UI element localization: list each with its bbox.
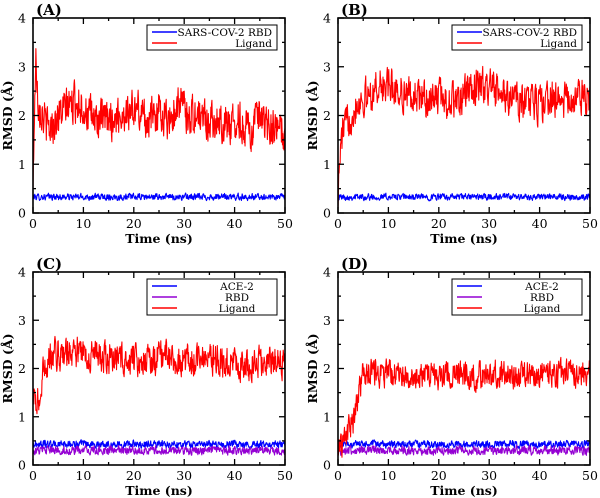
x-tick-label: 30 xyxy=(481,468,497,483)
y-tick-label: 3 xyxy=(18,313,26,328)
x-tick-label: 10 xyxy=(75,216,91,231)
legend-label: ACE-2 xyxy=(524,281,559,293)
y-tick-label: 3 xyxy=(323,313,331,328)
y-axis-title: RMSD (Å) xyxy=(305,81,320,151)
panel-letter: (C) xyxy=(36,255,62,273)
x-tick-label: 0 xyxy=(334,216,342,231)
x-axis-title: Time (ns) xyxy=(125,483,193,498)
x-tick-label: 20 xyxy=(431,216,447,231)
x-tick-label: 40 xyxy=(227,216,243,231)
legend-label: RBD xyxy=(225,292,249,304)
y-tick-label: 4 xyxy=(323,11,331,26)
rmsd-panel-d: 0 10 20 30 40 50 0 1 2 3 4 Time (ns) RMSD (Å) (D) ACE-… xyxy=(305,255,598,498)
x-tick-label: 30 xyxy=(176,216,192,231)
x-tick-label: 0 xyxy=(334,468,342,483)
panel-letter: (B) xyxy=(341,1,368,19)
x-axis-title: Time (ns) xyxy=(430,483,498,498)
series-line-ligand xyxy=(338,65,590,209)
legend-label: SARS-COV-2 RBD xyxy=(178,27,273,39)
y-tick-label: 0 xyxy=(323,458,331,473)
series-line-ace-2 xyxy=(33,439,285,450)
plot-lines xyxy=(338,65,590,209)
series-line-ligand xyxy=(33,48,285,189)
legend-label: RBD xyxy=(530,292,554,304)
x-tick-label: 40 xyxy=(227,468,243,483)
legend-label: Ligand xyxy=(540,38,577,50)
legend-label: Ligand xyxy=(524,303,561,315)
series-line-sars-cov-2-rbd xyxy=(338,192,590,202)
x-tick-label: 10 xyxy=(380,468,396,483)
legend-label: ACE-2 xyxy=(219,281,254,293)
y-tick-label: 0 xyxy=(18,206,26,221)
x-axis-title: Time (ns) xyxy=(125,231,193,246)
legend-label: SARS-COV-2 RBD xyxy=(483,27,578,39)
x-tick-label: 40 xyxy=(532,468,548,483)
y-tick-label: 2 xyxy=(323,108,331,123)
y-axis-title: RMSD (Å) xyxy=(305,334,320,404)
x-tick-label: 50 xyxy=(277,216,293,231)
legend-box xyxy=(146,24,278,51)
series-line-ligand xyxy=(338,356,590,458)
series-line-ace-2 xyxy=(338,439,590,450)
x-tick-label: 20 xyxy=(126,468,142,483)
y-tick-label: 0 xyxy=(18,458,26,473)
x-tick-label: 50 xyxy=(582,216,598,231)
plot-lines xyxy=(33,48,285,202)
y-axis-title: RMSD (Å) xyxy=(0,334,15,404)
x-tick-label: 50 xyxy=(582,468,598,483)
x-tick-label: 30 xyxy=(176,468,192,483)
legend-label: Ligand xyxy=(219,303,256,315)
x-axis-title: Time (ns) xyxy=(430,231,498,246)
y-tick-label: 2 xyxy=(323,361,331,376)
y-tick-label: 0 xyxy=(323,206,331,221)
rmsd-panel-b: 0 10 20 30 40 50 0 1 2 3 4 Time (ns) RMSD (Å) (B) SARS… xyxy=(305,1,598,246)
x-tick-label: 30 xyxy=(481,216,497,231)
x-tick-label: 0 xyxy=(29,468,37,483)
rmsd-panel-a: 0 10 20 30 40 50 0 1 2 3 4 Time (ns) RMSD (Å) (A) SARS… xyxy=(0,1,293,246)
y-axis-title: RMSD (Å) xyxy=(0,81,15,151)
x-tick-label: 20 xyxy=(431,468,447,483)
y-tick-label: 4 xyxy=(18,265,26,280)
y-tick-label: 2 xyxy=(18,361,26,376)
y-tick-label: 4 xyxy=(323,265,331,280)
y-tick-label: 2 xyxy=(18,108,26,123)
y-tick-label: 4 xyxy=(18,11,26,26)
x-tick-label: 10 xyxy=(75,468,91,483)
series-line-rbd xyxy=(338,444,590,456)
plot-lines xyxy=(33,335,285,456)
panel-letter: (A) xyxy=(36,1,62,19)
x-tick-label: 40 xyxy=(532,216,548,231)
series-line-ligand xyxy=(33,335,285,415)
y-tick-label: 3 xyxy=(323,59,331,74)
rmsd-panel-c: 0 10 20 30 40 50 0 1 2 3 4 Time (ns) RMSD (Å) (C) ACE-… xyxy=(0,255,293,498)
panel-letter: (D) xyxy=(341,255,368,273)
series-line-rbd xyxy=(33,444,285,456)
x-tick-label: 50 xyxy=(277,468,293,483)
y-tick-label: 3 xyxy=(18,59,26,74)
y-tick-label: 1 xyxy=(323,409,331,424)
x-tick-label: 0 xyxy=(29,216,37,231)
y-tick-label: 1 xyxy=(323,157,331,172)
y-tick-label: 1 xyxy=(18,409,26,424)
x-tick-label: 10 xyxy=(380,216,396,231)
y-tick-label: 1 xyxy=(18,157,26,172)
legend-box xyxy=(451,24,583,51)
x-tick-label: 20 xyxy=(126,216,142,231)
legend-label: Ligand xyxy=(235,38,272,50)
series-line-sars-cov-2-rbd xyxy=(33,192,285,202)
plot-lines xyxy=(338,356,590,458)
